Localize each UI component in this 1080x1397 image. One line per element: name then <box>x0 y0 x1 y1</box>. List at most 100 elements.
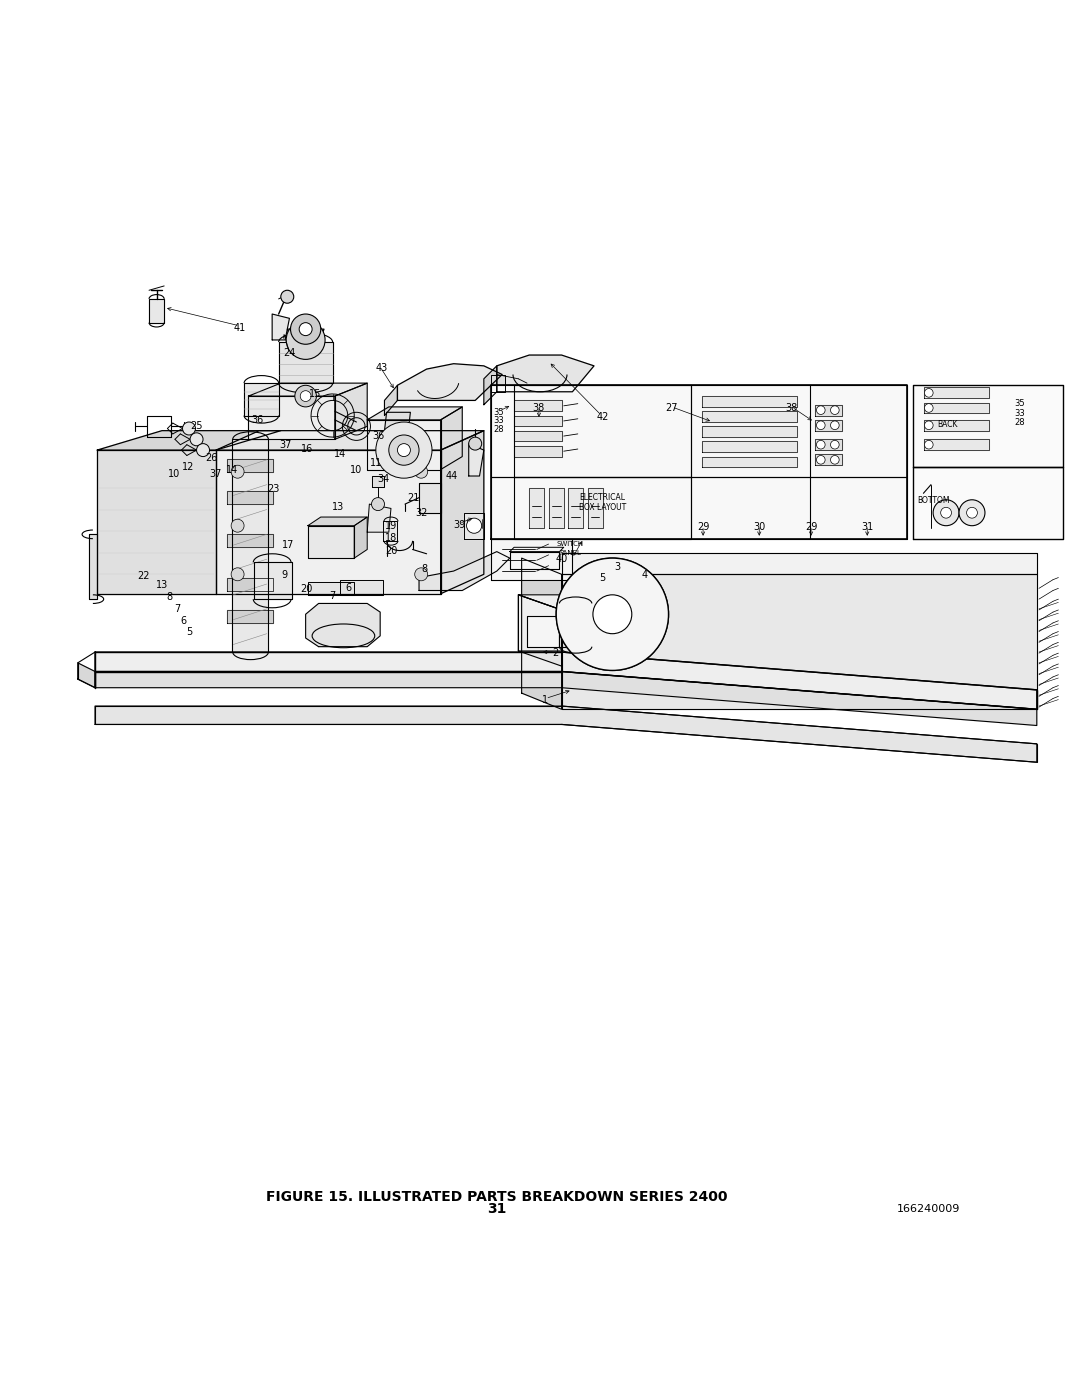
Text: 7: 7 <box>329 591 336 601</box>
Polygon shape <box>514 430 562 441</box>
Text: 20: 20 <box>300 584 313 594</box>
Polygon shape <box>518 595 562 666</box>
Text: 32: 32 <box>415 507 428 518</box>
Polygon shape <box>354 517 367 557</box>
Text: 2: 2 <box>552 648 558 658</box>
Text: 23: 23 <box>267 483 280 495</box>
Text: 11: 11 <box>369 458 382 468</box>
Circle shape <box>924 404 933 412</box>
Text: 43: 43 <box>375 363 388 373</box>
Circle shape <box>295 386 316 407</box>
Polygon shape <box>469 444 484 476</box>
Polygon shape <box>588 488 603 528</box>
Polygon shape <box>702 441 797 453</box>
Polygon shape <box>559 604 592 647</box>
Polygon shape <box>227 458 273 472</box>
Polygon shape <box>248 383 367 397</box>
Text: 34: 34 <box>377 474 390 485</box>
Text: 30: 30 <box>753 522 766 532</box>
Text: 6: 6 <box>180 616 187 626</box>
Circle shape <box>469 437 482 450</box>
Circle shape <box>816 455 825 464</box>
Polygon shape <box>308 517 367 525</box>
Circle shape <box>816 420 825 430</box>
Text: 4: 4 <box>642 570 648 580</box>
Text: PANEL: PANEL <box>559 549 581 556</box>
Polygon shape <box>924 387 989 398</box>
Polygon shape <box>549 488 564 528</box>
Polygon shape <box>95 652 1037 710</box>
Text: 42: 42 <box>596 412 609 422</box>
Circle shape <box>231 520 244 532</box>
Circle shape <box>397 444 410 457</box>
Circle shape <box>376 422 432 478</box>
Text: 36: 36 <box>372 432 384 441</box>
Text: 10: 10 <box>167 469 180 479</box>
Polygon shape <box>248 397 335 439</box>
Polygon shape <box>397 363 502 401</box>
Circle shape <box>816 405 825 415</box>
Polygon shape <box>568 488 583 528</box>
Text: 26: 26 <box>205 453 218 462</box>
Text: 31: 31 <box>487 1201 507 1215</box>
Text: 40: 40 <box>555 555 568 564</box>
Circle shape <box>291 314 321 344</box>
Polygon shape <box>913 468 1063 539</box>
Text: 3: 3 <box>615 562 621 571</box>
Text: 8: 8 <box>166 592 173 602</box>
Polygon shape <box>441 430 484 594</box>
Polygon shape <box>441 407 462 469</box>
Polygon shape <box>514 401 562 411</box>
Polygon shape <box>562 553 1037 574</box>
Polygon shape <box>702 457 797 468</box>
Circle shape <box>467 518 482 534</box>
Polygon shape <box>367 420 441 469</box>
Polygon shape <box>97 430 281 450</box>
Polygon shape <box>702 397 797 407</box>
Polygon shape <box>491 539 572 580</box>
Text: 29: 29 <box>805 522 818 532</box>
Polygon shape <box>491 374 505 391</box>
Circle shape <box>415 567 428 581</box>
Polygon shape <box>308 583 354 595</box>
Polygon shape <box>419 552 510 591</box>
Circle shape <box>831 420 839 430</box>
Polygon shape <box>491 386 907 539</box>
Text: 1: 1 <box>542 694 549 704</box>
Polygon shape <box>227 610 273 623</box>
Text: ELECTRICAL: ELECTRICAL <box>580 493 625 502</box>
Text: 38: 38 <box>785 402 798 414</box>
Text: SWITCH: SWITCH <box>556 541 584 548</box>
Polygon shape <box>518 595 562 651</box>
Text: 24: 24 <box>283 348 296 358</box>
Text: 8: 8 <box>421 564 428 574</box>
Text: 17: 17 <box>282 541 295 550</box>
Circle shape <box>197 444 210 457</box>
Circle shape <box>593 595 632 634</box>
Polygon shape <box>702 411 797 422</box>
Circle shape <box>967 507 977 518</box>
Polygon shape <box>924 402 989 414</box>
Circle shape <box>924 420 933 430</box>
Polygon shape <box>216 430 484 450</box>
Text: 5: 5 <box>599 573 606 583</box>
Polygon shape <box>815 439 842 450</box>
Polygon shape <box>89 534 97 599</box>
Text: 20: 20 <box>384 546 397 556</box>
Polygon shape <box>244 383 279 415</box>
Polygon shape <box>529 488 544 528</box>
Polygon shape <box>97 450 216 594</box>
Circle shape <box>389 434 419 465</box>
Polygon shape <box>384 412 410 430</box>
Text: 13: 13 <box>332 503 345 513</box>
Text: 10: 10 <box>350 465 363 475</box>
Text: 22: 22 <box>137 571 150 581</box>
Text: 19: 19 <box>384 521 397 531</box>
Circle shape <box>941 507 951 518</box>
Polygon shape <box>815 420 842 430</box>
Text: 6: 6 <box>346 584 352 594</box>
Text: FIGURE 15. ILLUSTRATED PARTS BREAKDOWN SERIES 2400: FIGURE 15. ILLUSTRATED PARTS BREAKDOWN S… <box>266 1190 728 1204</box>
Polygon shape <box>95 705 1037 763</box>
Polygon shape <box>464 513 484 539</box>
Polygon shape <box>913 386 1063 468</box>
